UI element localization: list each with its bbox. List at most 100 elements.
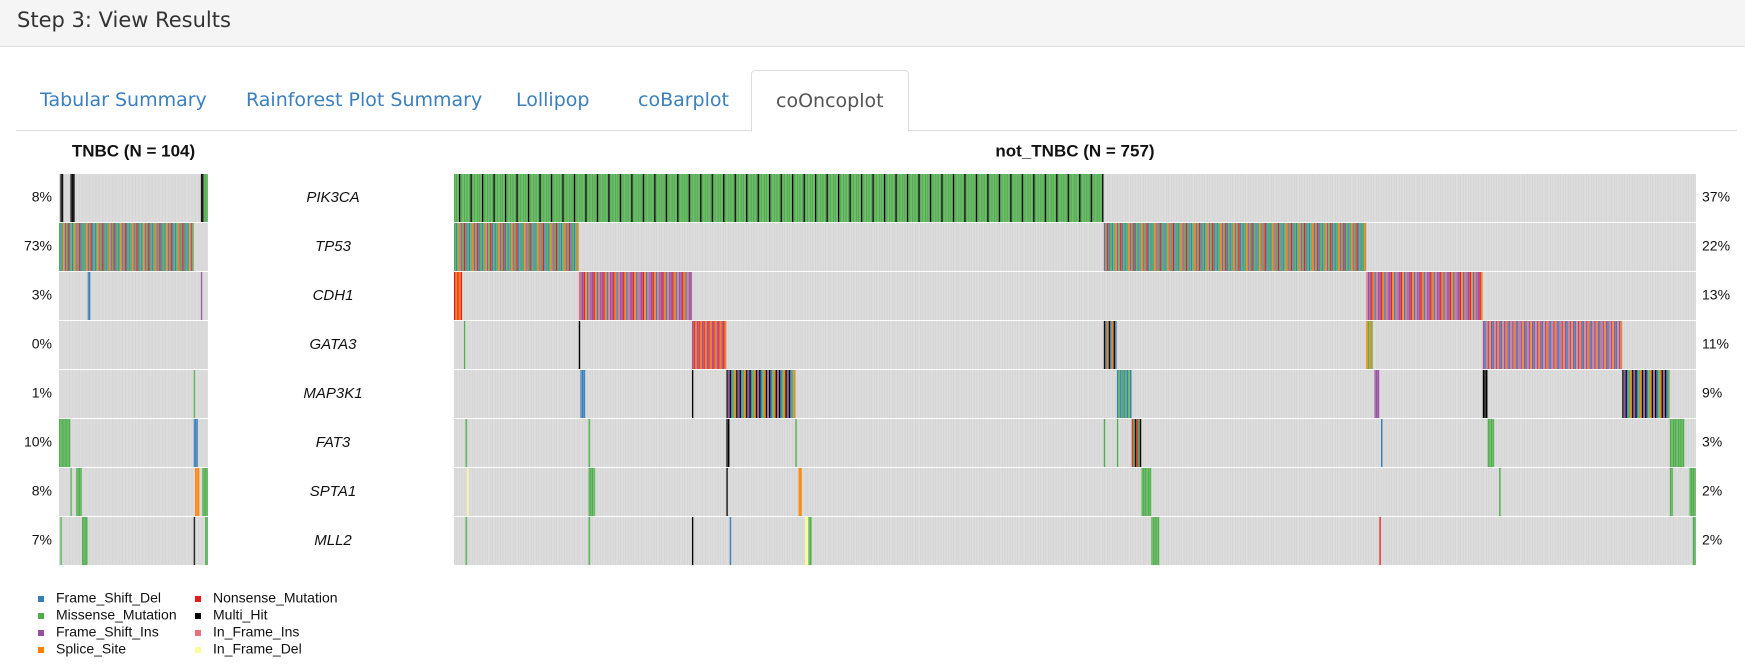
mutation-block bbox=[195, 468, 200, 516]
row-background bbox=[59, 174, 208, 222]
gene-label: TP53 bbox=[315, 238, 352, 255]
legend-swatch bbox=[195, 630, 201, 636]
mutation-block bbox=[1482, 370, 1488, 418]
gene-label: FAT3 bbox=[316, 434, 351, 451]
legend-swatch bbox=[38, 647, 44, 653]
mutation-block bbox=[193, 517, 196, 565]
mutation-block bbox=[60, 517, 62, 565]
percent-label: 7% bbox=[32, 532, 52, 548]
percent-label: 0% bbox=[32, 336, 52, 352]
row-background bbox=[454, 419, 1696, 467]
mutation-block bbox=[193, 370, 196, 418]
mutation-block bbox=[1366, 272, 1483, 320]
mutation-block bbox=[81, 517, 88, 565]
mutation-block bbox=[578, 272, 692, 320]
mutation-block bbox=[59, 419, 71, 467]
mutation-block bbox=[205, 517, 208, 565]
mutation-block bbox=[454, 174, 1104, 222]
mutation-block bbox=[1380, 419, 1383, 467]
percent-label: 9% bbox=[1702, 385, 1722, 401]
mutation-block bbox=[87, 272, 91, 320]
mutation-block bbox=[1482, 321, 1623, 369]
mutation-block bbox=[203, 174, 208, 222]
mutation-block bbox=[588, 517, 591, 565]
mutation-block bbox=[1487, 419, 1495, 467]
panel-title: TNBC (N = 104) bbox=[72, 141, 195, 160]
row-background bbox=[59, 272, 208, 320]
mutation-block bbox=[193, 419, 198, 467]
row-background bbox=[454, 223, 1696, 271]
gene-label: GATA3 bbox=[310, 336, 358, 353]
percent-label: 3% bbox=[32, 287, 52, 303]
tab-bar: Tabular Summary Rainforest Plot Summary Lo… bbox=[16, 70, 1737, 132]
mutation-block bbox=[1366, 321, 1373, 369]
mutation-block bbox=[795, 419, 797, 467]
mutation-block bbox=[1379, 517, 1381, 565]
gene-label: SPTA1 bbox=[310, 483, 356, 500]
mutation-block bbox=[1116, 419, 1119, 467]
percent-label: 1% bbox=[32, 385, 52, 401]
legend-swatch bbox=[38, 596, 44, 602]
mutation-block bbox=[1103, 419, 1106, 467]
legend-label: Multi_Hit bbox=[213, 607, 268, 623]
mutation-block bbox=[1374, 370, 1380, 418]
percent-label: 73% bbox=[24, 238, 52, 254]
mutation-block bbox=[1151, 517, 1160, 565]
mutation-block bbox=[578, 321, 581, 369]
gene-label: PIK3CA bbox=[306, 189, 359, 206]
percent-label: 13% bbox=[1702, 287, 1730, 303]
percent-label: 2% bbox=[1702, 532, 1722, 548]
mutation-block bbox=[465, 419, 468, 467]
tab[interactable]: coBarplot bbox=[638, 89, 729, 111]
legend-label: Frame_Shift_Del bbox=[56, 590, 161, 606]
mutation-block bbox=[1689, 468, 1696, 516]
legend-label: Nonsense_Mutation bbox=[213, 590, 338, 606]
mutation-block bbox=[1669, 419, 1685, 467]
panel-title: not_TNBC (N = 757) bbox=[995, 141, 1154, 160]
mutation-block bbox=[454, 223, 579, 271]
mutation-block bbox=[200, 272, 203, 320]
legend-label: Missense_Mutation bbox=[56, 607, 177, 623]
mutation-block bbox=[1141, 468, 1152, 516]
mutation-block bbox=[808, 517, 812, 565]
percent-label: 11% bbox=[1702, 336, 1729, 352]
legend-label: In_Frame_Del bbox=[213, 641, 302, 657]
legend-label: Splice_Site bbox=[56, 641, 126, 657]
mutation-block bbox=[1622, 370, 1670, 418]
percent-label: 22% bbox=[1702, 238, 1730, 254]
mutation-block bbox=[691, 321, 727, 369]
mutation-block bbox=[691, 517, 694, 565]
row-background bbox=[59, 419, 208, 467]
legend-swatch bbox=[38, 630, 44, 636]
mutation-block bbox=[202, 468, 208, 516]
tab[interactable]: coOncoplot bbox=[751, 70, 909, 132]
percent-label: 3% bbox=[1702, 434, 1722, 450]
legend-swatch bbox=[195, 647, 201, 653]
mutation-block bbox=[59, 223, 194, 271]
mutation-block bbox=[1131, 419, 1142, 467]
mutation-block bbox=[1103, 223, 1367, 271]
mutation-block bbox=[463, 321, 466, 369]
mutation-block bbox=[1669, 468, 1674, 516]
tab[interactable]: Rainforest Plot Summary bbox=[246, 89, 483, 111]
gene-label: MLL2 bbox=[314, 532, 352, 549]
row-background bbox=[59, 517, 208, 565]
tab[interactable]: Tabular Summary bbox=[40, 89, 207, 111]
mutation-block bbox=[454, 272, 463, 320]
row-background bbox=[59, 468, 208, 516]
percent-label: 37% bbox=[1702, 189, 1730, 205]
mutation-block bbox=[1692, 517, 1696, 565]
percent-label: 10% bbox=[24, 434, 52, 450]
legend-swatch bbox=[38, 613, 44, 619]
mutation-block bbox=[70, 468, 72, 516]
legend-label: In_Frame_Ins bbox=[213, 624, 299, 640]
gene-label: CDH1 bbox=[313, 287, 354, 304]
mutation-block bbox=[726, 468, 728, 516]
tab[interactable]: Lollipop bbox=[516, 89, 590, 111]
mutation-block bbox=[798, 468, 802, 516]
row-background bbox=[454, 468, 1696, 516]
legend-swatch bbox=[195, 596, 201, 602]
mutation-block bbox=[465, 517, 468, 565]
